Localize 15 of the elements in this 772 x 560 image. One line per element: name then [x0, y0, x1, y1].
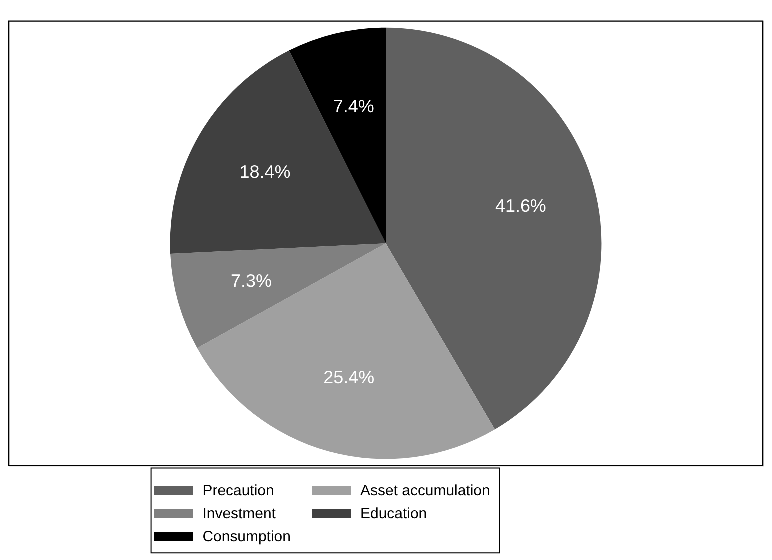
pie-slice [170, 244, 386, 348]
data-label: 7.4% [333, 96, 374, 116]
pie-slice [170, 50, 386, 254]
pie-slice [386, 28, 602, 430]
data-label: 7.3% [231, 270, 272, 291]
legend-label: Investment [202, 506, 277, 523]
legend-label: Precaution [202, 482, 274, 500]
data-label: 41.6% [495, 196, 546, 216]
pie-slice [289, 28, 386, 244]
legend-label: Asset accumulation [360, 482, 490, 500]
legend-label: Consumption [202, 528, 291, 546]
data-label: 25.4% [324, 367, 375, 388]
data-label: 18.4% [240, 162, 291, 182]
pie-slice [197, 244, 496, 460]
legend-label: Education [360, 506, 428, 523]
